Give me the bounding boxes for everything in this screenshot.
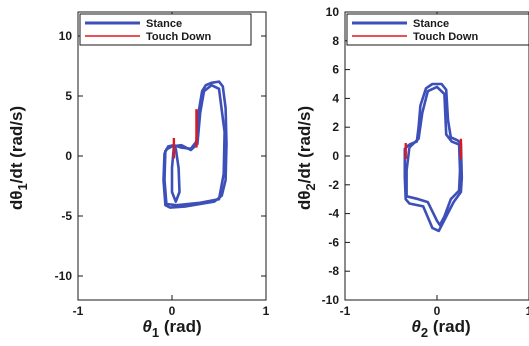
legend-label: Touch Down [413,31,478,43]
y-tick-label: 8 [332,34,339,48]
x-axis-label: θ2 (rad) [411,317,470,340]
y-tick-label: -5 [61,209,72,223]
y-tick-label: 5 [65,89,72,103]
legend-label: Stance [146,18,182,30]
stance-trajectory [405,85,462,227]
y-tick-label: -8 [328,264,339,278]
y-tick-label: 0 [65,149,72,163]
y-tick-label: 10 [59,29,73,43]
y-tick-label: -10 [322,293,340,307]
x-tick-label: -1 [73,304,84,318]
stance-trajectory [163,83,226,207]
x-tick-label: 0 [169,304,176,318]
legend-label: Stance [413,18,449,30]
y-tick-label: 10 [326,5,340,19]
stance-trajectory [403,82,464,233]
stance-trajectory [170,145,181,203]
y-tick-label: 2 [332,120,339,134]
legend-box [79,13,252,46]
y-tick-label: -10 [55,269,73,283]
y-tick-label: 0 [332,149,339,163]
x-axis-label: θ1 (rad) [142,317,201,340]
y-tick-label: 4 [332,91,339,105]
y-axis-label: dθ2/dt (rad/s) [295,106,318,210]
legend-label: Touch Down [146,31,211,43]
x-tick-label: 1 [526,304,529,318]
x-tick-label: -1 [340,304,351,318]
legend-box [346,13,529,46]
y-tick-label: -6 [328,235,339,249]
y-tick-label: -2 [328,178,339,192]
x-tick-label: 1 [263,304,270,318]
y-tick-label: 6 [332,63,339,77]
y-tick-label: -4 [328,207,339,221]
plot-area [344,11,529,301]
x-tick-label: 0 [434,304,441,318]
y-axis-label: dθ1/dt (rad/s) [7,106,30,210]
